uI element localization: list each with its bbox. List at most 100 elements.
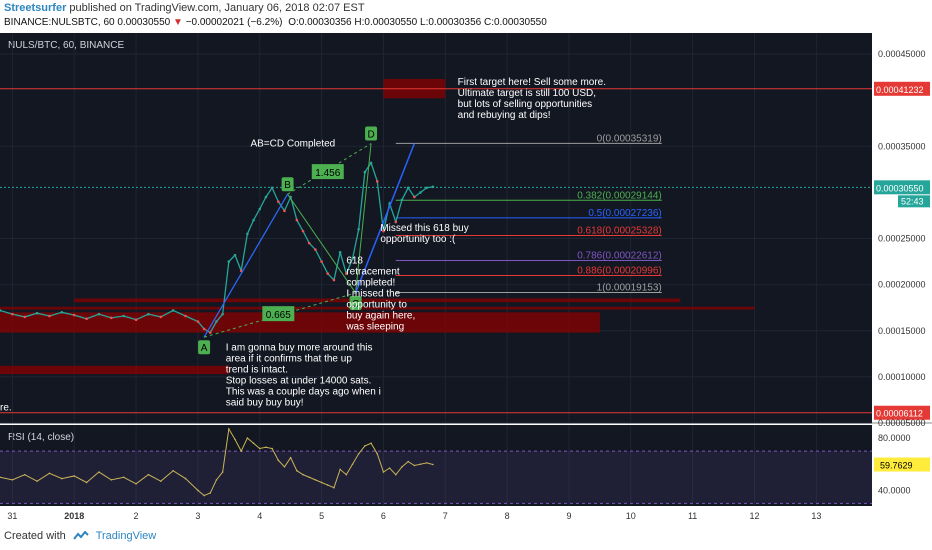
price-point: [252, 218, 255, 222]
rsi-y-tick-label: 80.0000: [878, 433, 911, 443]
rsi-point: [98, 471, 100, 473]
rsi-point: [395, 473, 397, 476]
price-point: [72, 313, 76, 317]
price-point: [264, 195, 268, 199]
rsi-point: [283, 466, 286, 468]
rsi-point: [228, 428, 230, 430]
x-tick-label: 5: [319, 511, 324, 521]
fib-label: 0(0.00035319): [597, 133, 662, 144]
x-tick-label: 6: [381, 511, 386, 521]
rsi-y-tick-label: 40.0000: [878, 485, 911, 495]
ratio-label: 0.665: [266, 310, 291, 321]
annotation-line: Missed this 618 buy: [380, 223, 468, 234]
y-tick-label: 0.00015000: [878, 326, 926, 336]
created-with-label: Created with: [4, 530, 66, 542]
x-tick-label: 2018: [64, 511, 84, 521]
pivot-box: [281, 177, 294, 192]
annotation-retrace: 618 retracement completed! I missed the oppo…: [345, 255, 415, 332]
price-point: [283, 209, 286, 213]
price-point: [357, 227, 360, 231]
symbol-label: BINANCE:NULSBTC, 60: [4, 17, 115, 28]
rsi-point: [85, 481, 88, 484]
price-point: [23, 315, 27, 319]
zones: [0, 78, 755, 375]
rsi-point: [296, 469, 298, 472]
countdown-label: 52:43: [901, 196, 924, 206]
price-series: 0.00030550 52:43: [0, 161, 930, 334]
rsi-point: [432, 463, 434, 466]
rsi-point: [197, 489, 199, 492]
annotation-line: and rebuying at dips!: [458, 110, 551, 121]
x-tick-label: 9: [566, 511, 571, 521]
x-tick-label: 7: [443, 511, 448, 521]
rsi-point: [265, 446, 267, 449]
footer: Created with TradingView: [4, 530, 156, 542]
annotation-line: retracement: [346, 266, 400, 277]
rsi-point: [302, 473, 304, 476]
rsi-point: [339, 468, 341, 471]
rsi-point: [61, 477, 63, 480]
annotation-line: re.: [0, 403, 12, 414]
rsi-point: [0, 476, 1, 479]
price-point: [227, 260, 231, 263]
price-point: [184, 314, 187, 318]
price-point: [147, 312, 150, 316]
pivot-label: C: [352, 299, 359, 310]
x-tick-label: 8: [505, 511, 510, 521]
y-tick-label: 0.00035000: [878, 141, 926, 151]
price-point: [320, 260, 323, 263]
price-point: [48, 314, 51, 318]
annotation-line: completed!: [346, 277, 395, 288]
rsi-point: [48, 472, 51, 475]
price-point: [307, 241, 311, 245]
rsi-point: [413, 464, 416, 467]
tradingview-link[interactable]: TradingView: [95, 530, 157, 542]
rsi-point: [159, 480, 162, 482]
pivot-box: [198, 340, 211, 355]
annotation-line: This was a couple days ago when i: [226, 387, 381, 398]
price-point: [258, 207, 262, 211]
annotation-missed618: Missed this 618 buy opportunity too :(: [380, 223, 468, 245]
price-label: 0.00041232: [876, 85, 924, 95]
rsi-point: [203, 494, 205, 497]
price-zone: [0, 306, 755, 310]
rsi-point: [135, 482, 137, 485]
rsi-point: [425, 462, 428, 464]
rsi-point: [215, 479, 218, 481]
chart-canvas[interactable]: NULS/BTC, 60, BINANCE RSI (14, close) 0.…: [0, 33, 932, 525]
fib-label: 0.786(0.00022612): [577, 251, 662, 262]
rsi-point: [357, 452, 360, 455]
price-point: [295, 218, 299, 222]
last-price-label: 0.00030550: [876, 183, 924, 193]
rsi-point: [221, 471, 224, 473]
rsi-point: [370, 442, 372, 445]
x-tick-label: 2: [134, 511, 139, 521]
price-zone: [74, 298, 681, 303]
annotation-line: AB=CD Completed: [250, 138, 335, 149]
rsi-point: [314, 479, 317, 481]
price-point: [122, 314, 125, 318]
rsi-value-box: [874, 457, 930, 472]
price-point: [419, 191, 422, 194]
pivot-box: [365, 126, 378, 141]
price-point: [375, 180, 379, 183]
price-point: [413, 195, 416, 199]
price-point: [233, 253, 237, 257]
grid: [0, 33, 872, 506]
y-tick-label: 0.00010000: [878, 372, 926, 382]
price-point: [425, 186, 429, 190]
annotation-line: Ultimate target is still 100 USD,: [458, 88, 596, 99]
price-point: [332, 278, 336, 282]
fib-label: 1(0.00019153): [597, 282, 662, 293]
price-point: [338, 251, 342, 254]
price-point: [276, 200, 280, 203]
price-label-box: [874, 81, 930, 96]
price-point: [221, 312, 224, 316]
annotation-buymore: I am gonna buy more around this area if i…: [226, 343, 381, 409]
rsi-point: [289, 456, 292, 459]
author-link[interactable]: Streetsurfer: [4, 2, 67, 14]
annotation-line: First target here! Sell some more.: [458, 77, 606, 88]
fib-label: 0.382(0.00029144): [577, 190, 662, 201]
price-point: [196, 320, 200, 323]
annotation-cut: re.: [0, 403, 12, 414]
